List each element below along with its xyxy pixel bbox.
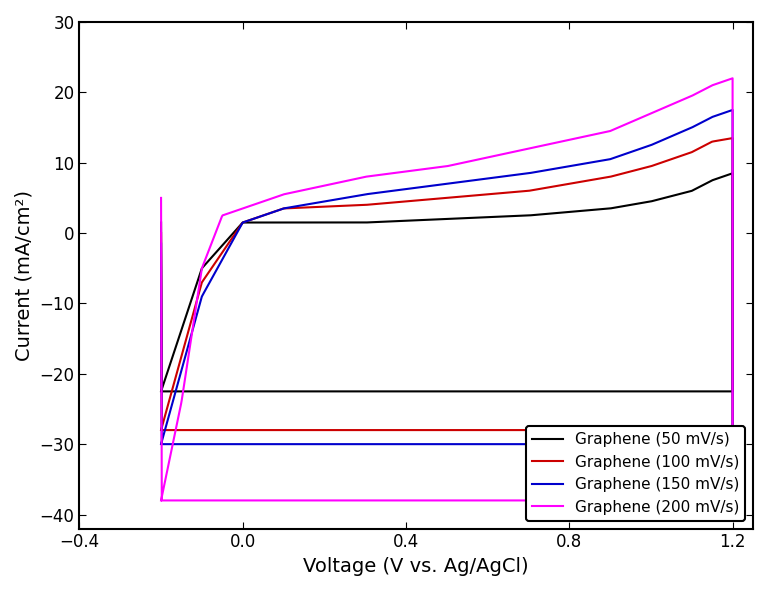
Graphene (150 mV/s)	[157, 240, 166, 247]
Graphene (200 mV/s)	[230, 497, 239, 504]
Graphene (100 mV/s)	[714, 427, 723, 434]
Graphene (150 mV/s)	[230, 441, 239, 448]
Graphene (100 mV/s)	[674, 153, 683, 160]
Graphene (150 mV/s)	[728, 106, 737, 113]
Graphene (100 mV/s)	[361, 202, 370, 209]
Line: Graphene (100 mV/s): Graphene (100 mV/s)	[161, 138, 733, 430]
X-axis label: Voltage (V vs. Ag/AgCl): Voltage (V vs. Ag/AgCl)	[303, 557, 529, 576]
Graphene (100 mV/s)	[157, 229, 166, 236]
Graphene (50 mV/s)	[714, 388, 723, 395]
Graphene (50 mV/s)	[674, 191, 683, 198]
Graphene (150 mV/s)	[157, 441, 166, 448]
Graphene (150 mV/s)	[511, 441, 521, 448]
Graphene (50 mV/s)	[157, 388, 166, 395]
Graphene (50 mV/s)	[728, 170, 737, 177]
Graphene (100 mV/s)	[178, 349, 187, 356]
Graphene (150 mV/s)	[361, 191, 370, 198]
Graphene (150 mV/s)	[674, 130, 683, 137]
Graphene (50 mV/s)	[157, 219, 166, 226]
Graphene (200 mV/s)	[674, 98, 683, 105]
Graphene (200 mV/s)	[178, 391, 187, 398]
Line: Graphene (150 mV/s): Graphene (150 mV/s)	[161, 110, 733, 444]
Graphene (50 mV/s)	[178, 323, 187, 330]
Graphene (50 mV/s)	[361, 219, 370, 226]
Y-axis label: Current (mA/cm²): Current (mA/cm²)	[15, 190, 34, 361]
Graphene (50 mV/s)	[511, 388, 521, 395]
Graphene (200 mV/s)	[728, 74, 737, 82]
Line: Graphene (200 mV/s): Graphene (200 mV/s)	[161, 78, 733, 501]
Graphene (200 mV/s)	[157, 194, 166, 202]
Graphene (200 mV/s)	[361, 173, 370, 180]
Line: Graphene (50 mV/s): Graphene (50 mV/s)	[161, 173, 733, 391]
Graphene (100 mV/s)	[157, 427, 166, 434]
Graphene (200 mV/s)	[157, 497, 166, 504]
Graphene (150 mV/s)	[178, 363, 187, 370]
Graphene (100 mV/s)	[728, 135, 737, 142]
Graphene (200 mV/s)	[714, 497, 723, 504]
Graphene (50 mV/s)	[230, 388, 239, 395]
Graphene (100 mV/s)	[511, 427, 521, 434]
Legend: Graphene (50 mV/s), Graphene (100 mV/s), Graphene (150 mV/s), Graphene (200 mV/s: Graphene (50 mV/s), Graphene (100 mV/s),…	[526, 426, 746, 521]
Graphene (150 mV/s)	[714, 441, 723, 448]
Graphene (100 mV/s)	[230, 427, 239, 434]
Graphene (200 mV/s)	[511, 497, 521, 504]
